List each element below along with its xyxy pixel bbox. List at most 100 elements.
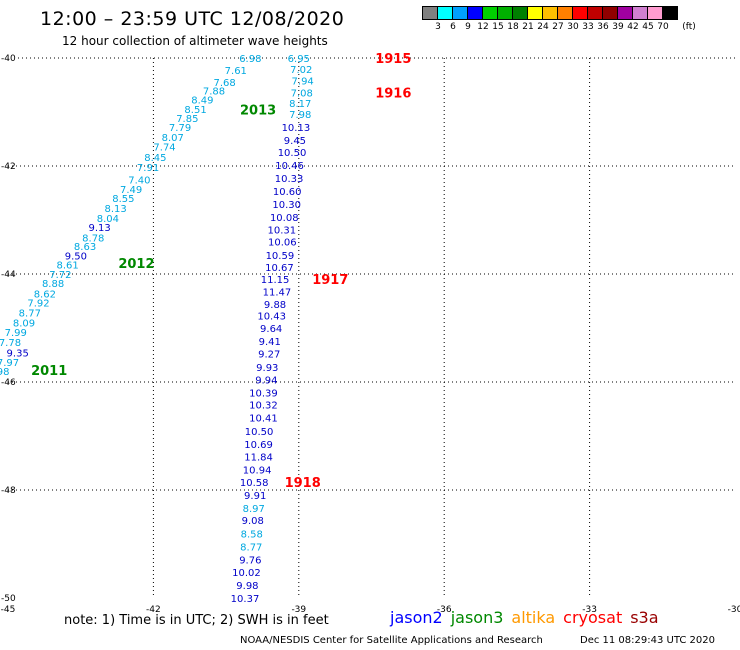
wave-height-label: 10.94 — [243, 465, 272, 476]
footnote: note: 1) Time is in UTC; 2) SWH is in fe… — [64, 613, 329, 628]
wave-height-label: 8.17 — [289, 99, 311, 110]
legend-label: 18 — [507, 22, 519, 32]
subtitle: 12 hour collection of altimeter wave hei… — [62, 34, 328, 48]
wave-height-label: 8.88 — [42, 279, 64, 290]
wave-height-label: 9.27 — [258, 349, 280, 360]
wave-height-label: 8.97 — [243, 504, 265, 515]
wave-height-label: 10.08 — [270, 213, 299, 224]
wave-height-label: 9.35 — [7, 348, 29, 359]
legend-label: 3 — [435, 22, 441, 32]
x-tick-label: -45 — [1, 605, 16, 615]
satellite-name-jason3: jason3 — [450, 608, 504, 627]
wave-height-label: 7.08 — [291, 89, 313, 100]
wave-height-label: 10.43 — [257, 312, 286, 323]
wave-height-label: 11.15 — [261, 275, 290, 286]
wave-height-label: 9.08 — [242, 516, 264, 527]
track-jason3: 6.987.617.687.888.498.517.857.798.077.74… — [0, 54, 261, 378]
wave-height-label: 8.13 — [104, 204, 126, 215]
wave-height-label: 10.06 — [268, 238, 297, 249]
wave-height-label: 7.68 — [214, 78, 236, 89]
wave-height-label: 9.76 — [239, 556, 261, 567]
wave-height-label: 10.02 — [232, 568, 261, 579]
wave-height-label: 8.58 — [241, 530, 263, 541]
legend-label: 6 — [450, 22, 456, 32]
wave-height-label: 8.63 — [74, 242, 96, 253]
wave-height-label: 11.84 — [244, 453, 273, 464]
wave-height-label: 10.39 — [249, 388, 278, 399]
wave-height-label: 10.32 — [249, 401, 278, 412]
wave-height-label: 7.74 — [153, 143, 175, 154]
wave-height-label: 9.94 — [255, 375, 277, 386]
legend-label: 12 — [477, 22, 489, 32]
wave-height-label: 8.55 — [112, 194, 134, 205]
wave-height-label: 8.51 — [184, 105, 206, 116]
satellite-name-altika: altika — [511, 608, 556, 627]
wave-height-label: 10.31 — [268, 226, 297, 237]
x-tick-label: -33 — [582, 605, 597, 615]
wave-height-label: 7.97 — [0, 358, 19, 369]
wave-height-label: 9.88 — [264, 300, 286, 311]
wave-height-label: 10.58 — [240, 478, 269, 489]
wave-height-color-legend: 3 6 9 12 15 18 21 24 27 30 33 36 39 42 45 70 (ft) — [422, 6, 696, 36]
y-tick-label: -40 — [1, 54, 16, 64]
wave-height-label: 9.98 — [236, 581, 258, 592]
wave-height-label: 8.98 — [0, 367, 9, 378]
wave-height-label: 8.61 — [56, 260, 78, 271]
time-label: 2013 — [240, 103, 276, 118]
wave-height-label: 9.50 — [65, 252, 87, 263]
legend-label: 9 — [465, 22, 471, 32]
wave-height-label: 7.91 — [137, 163, 159, 174]
wave-height-label: 7.99 — [5, 328, 27, 339]
time-label: 2011 — [31, 364, 67, 379]
legend-label: 70 — [657, 22, 669, 32]
time-label: 1917 — [312, 273, 348, 288]
wave-height-label: 10.69 — [244, 440, 273, 451]
wave-height-label: 7.92 — [27, 299, 49, 310]
wave-height-label: 10.60 — [273, 187, 302, 198]
legend-unit: (ft) — [682, 22, 696, 32]
x-tick-label: -30 — [728, 605, 740, 615]
wave-height-label: 6.95 — [288, 54, 310, 65]
wave-height-label: 7.40 — [128, 176, 150, 187]
x-tick-label: -36 — [437, 605, 452, 615]
legend-label: 42 — [627, 22, 639, 32]
wave-height-label: 8.77 — [19, 308, 41, 319]
x-tick-label: -39 — [291, 605, 306, 615]
grid-lines — [8, 57, 735, 598]
wave-height-label: 10.30 — [272, 200, 301, 211]
legend-swatches — [422, 6, 678, 20]
wave-height-label: 7.49 — [120, 185, 142, 196]
wave-height-label: 9.45 — [284, 136, 306, 147]
wave-height-label: 8.09 — [13, 319, 35, 330]
wave-height-label: 10.46 — [275, 161, 304, 172]
wave-height-label: 7.72 — [49, 270, 71, 281]
satellite-tracks: 6.987.617.687.888.498.517.857.798.077.74… — [0, 54, 314, 605]
satellite-legend: jason2 jason3 altika cryosat s3a — [390, 608, 667, 627]
legend-label: 15 — [492, 22, 504, 32]
wave-height-label: 8.07 — [162, 133, 184, 144]
wave-height-label: 7.78 — [0, 338, 21, 349]
legend-label: 21 — [522, 22, 534, 32]
wave-height-label: 7.94 — [292, 77, 314, 88]
legend-label: 27 — [552, 22, 564, 32]
wave-height-label: 7.02 — [290, 65, 312, 76]
main-title: 12:00 – 23:59 UTC 12/08/2020 — [40, 8, 345, 30]
satellite-name-cryosat: cryosat — [563, 608, 623, 627]
legend-labels: 3 6 9 12 15 18 21 24 27 30 33 36 39 42 45 70 (ft) — [422, 22, 696, 36]
axis-tick-labels: -45 -42 -39 -36 -33 -30 -40 -42 -44 -46 -48 -50 — [1, 54, 740, 615]
wave-height-label: 9.13 — [88, 223, 110, 234]
legend-label: 24 — [537, 22, 549, 32]
wave-height-label: 7.79 — [169, 123, 191, 134]
y-tick-label: -50 — [1, 594, 16, 604]
legend-label: 33 — [582, 22, 594, 32]
wave-height-label: 10.50 — [278, 148, 307, 159]
credit-line: NOAA/NESDIS Center for Satellite Applica… — [240, 635, 543, 646]
wave-height-label: 8.78 — [82, 233, 104, 244]
wave-height-label: 8.77 — [240, 543, 262, 554]
wave-height-label: 10.33 — [275, 174, 304, 185]
satellite-name-s3a: s3a — [630, 608, 659, 627]
wave-height-label: 8.62 — [34, 289, 56, 300]
legend-label: 39 — [612, 22, 624, 32]
y-tick-label: -44 — [1, 270, 16, 280]
